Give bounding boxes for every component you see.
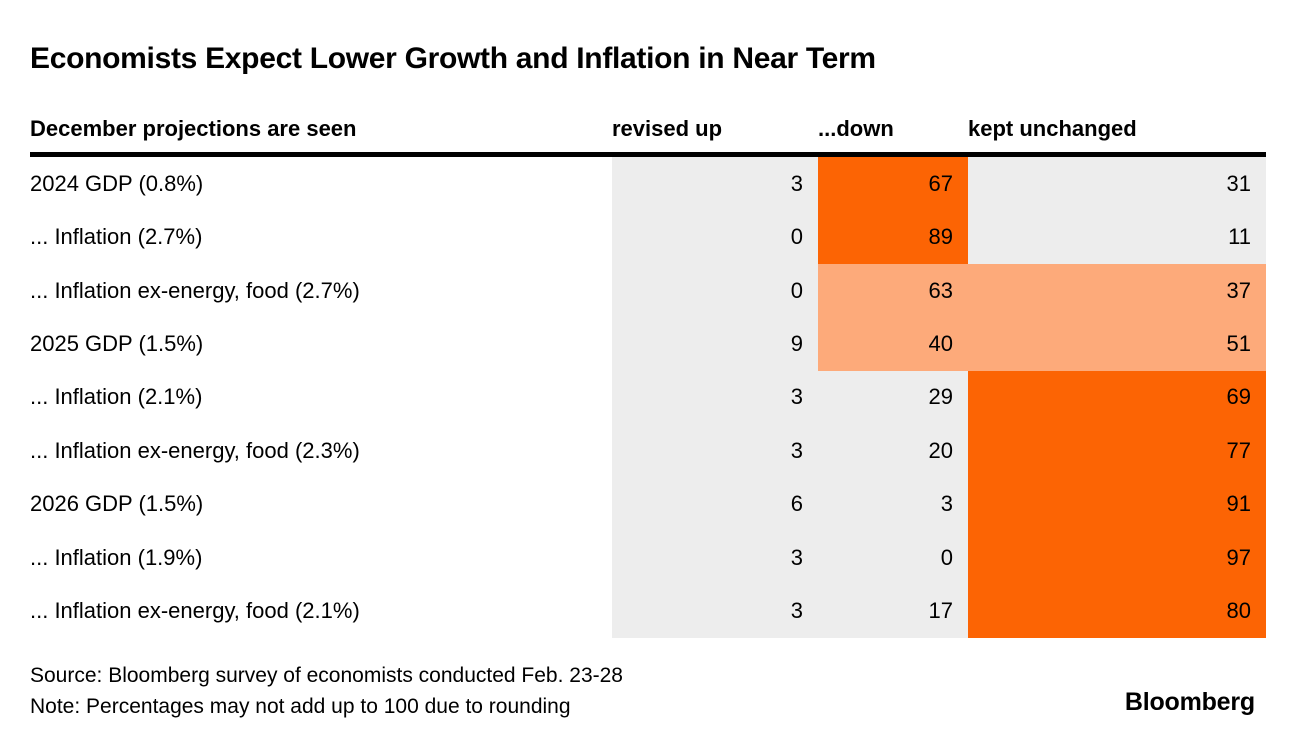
column-header-kept-unchanged: kept unchanged xyxy=(968,116,1137,141)
cell-down: 67 xyxy=(818,157,968,211)
cell-revised-up: 9 xyxy=(612,317,818,371)
table-row: 2024 GDP (0.8%) 3 67 31 xyxy=(30,157,1266,211)
bloomberg-logo: Bloomberg xyxy=(1124,688,1255,716)
table-row: ... Inflation ex-energy, food (2.1%) 3 1… xyxy=(30,584,1266,638)
cell-down: 89 xyxy=(818,210,968,264)
cell-revised-up: 6 xyxy=(612,477,818,532)
cell-down: 20 xyxy=(818,424,968,478)
row-label: 2026 GDP (1.5%) xyxy=(30,477,612,532)
row-label: ... Inflation (2.7%) xyxy=(30,210,612,264)
cell-down: 63 xyxy=(818,263,968,318)
cell-revised-up: 0 xyxy=(612,263,818,318)
cell-kept: 80 xyxy=(968,584,1266,638)
row-label: 2024 GDP (0.8%) xyxy=(30,157,612,211)
table-row: 2025 GDP (1.5%) 9 40 51 xyxy=(30,317,1266,371)
row-label: ... Inflation ex-energy, food (2.7%) xyxy=(30,263,612,318)
table-row: ... Inflation ex-energy, food (2.7%) 0 6… xyxy=(30,263,1266,318)
cell-revised-up: 3 xyxy=(612,370,818,425)
table-row: 2026 GDP (1.5%) 6 3 91 xyxy=(30,477,1266,532)
cell-down: 0 xyxy=(818,531,968,585)
row-label: ... Inflation (1.9%) xyxy=(30,531,612,585)
row-label: ... Inflation ex-energy, food (2.3%) xyxy=(30,424,612,478)
cell-revised-up: 3 xyxy=(612,531,818,585)
cell-kept: 77 xyxy=(968,424,1266,478)
table-body: 2024 GDP (0.8%) 3 67 31 ... Inflation (2… xyxy=(30,157,1266,638)
cell-kept: 37 xyxy=(968,263,1266,318)
table-row: ... Inflation (2.7%) 0 89 11 xyxy=(30,210,1266,264)
cell-down: 29 xyxy=(818,370,968,425)
column-header-down: ...down xyxy=(818,116,894,141)
row-label: ... Inflation ex-energy, food (2.1%) xyxy=(30,584,612,638)
cell-down: 17 xyxy=(818,584,968,638)
row-label: 2025 GDP (1.5%) xyxy=(30,317,612,371)
table-header-row: December projections are seen revised up… xyxy=(30,106,1266,157)
cell-kept: 51 xyxy=(968,317,1266,371)
footnotes: Source: Bloomberg survey of economists c… xyxy=(30,660,623,722)
cell-down: 3 xyxy=(818,477,968,532)
note-line: Note: Percentages may not add up to 100 … xyxy=(30,695,571,718)
header-row-label: December projections are seen xyxy=(30,116,612,142)
table-row: ... Inflation (1.9%) 3 0 97 xyxy=(30,531,1266,585)
cell-revised-up: 3 xyxy=(612,424,818,478)
column-header-revised-up: revised up xyxy=(612,116,723,141)
cell-kept: 91 xyxy=(968,477,1266,532)
cell-down: 40 xyxy=(818,317,968,371)
row-label: ... Inflation (2.1%) xyxy=(30,370,612,425)
cell-kept: 11 xyxy=(968,210,1266,264)
chart-title: Economists Expect Lower Growth and Infla… xyxy=(30,42,876,75)
cell-kept: 31 xyxy=(968,157,1266,211)
source-line: Source: Bloomberg survey of economists c… xyxy=(30,664,623,687)
cell-revised-up: 0 xyxy=(612,210,818,264)
table-row: ... Inflation ex-energy, food (2.3%) 3 2… xyxy=(30,424,1266,478)
cell-kept: 69 xyxy=(968,370,1266,425)
cell-revised-up: 3 xyxy=(612,157,818,211)
table-row: ... Inflation (2.1%) 3 29 69 xyxy=(30,370,1266,425)
cell-revised-up: 3 xyxy=(612,584,818,638)
cell-kept: 97 xyxy=(968,531,1266,585)
